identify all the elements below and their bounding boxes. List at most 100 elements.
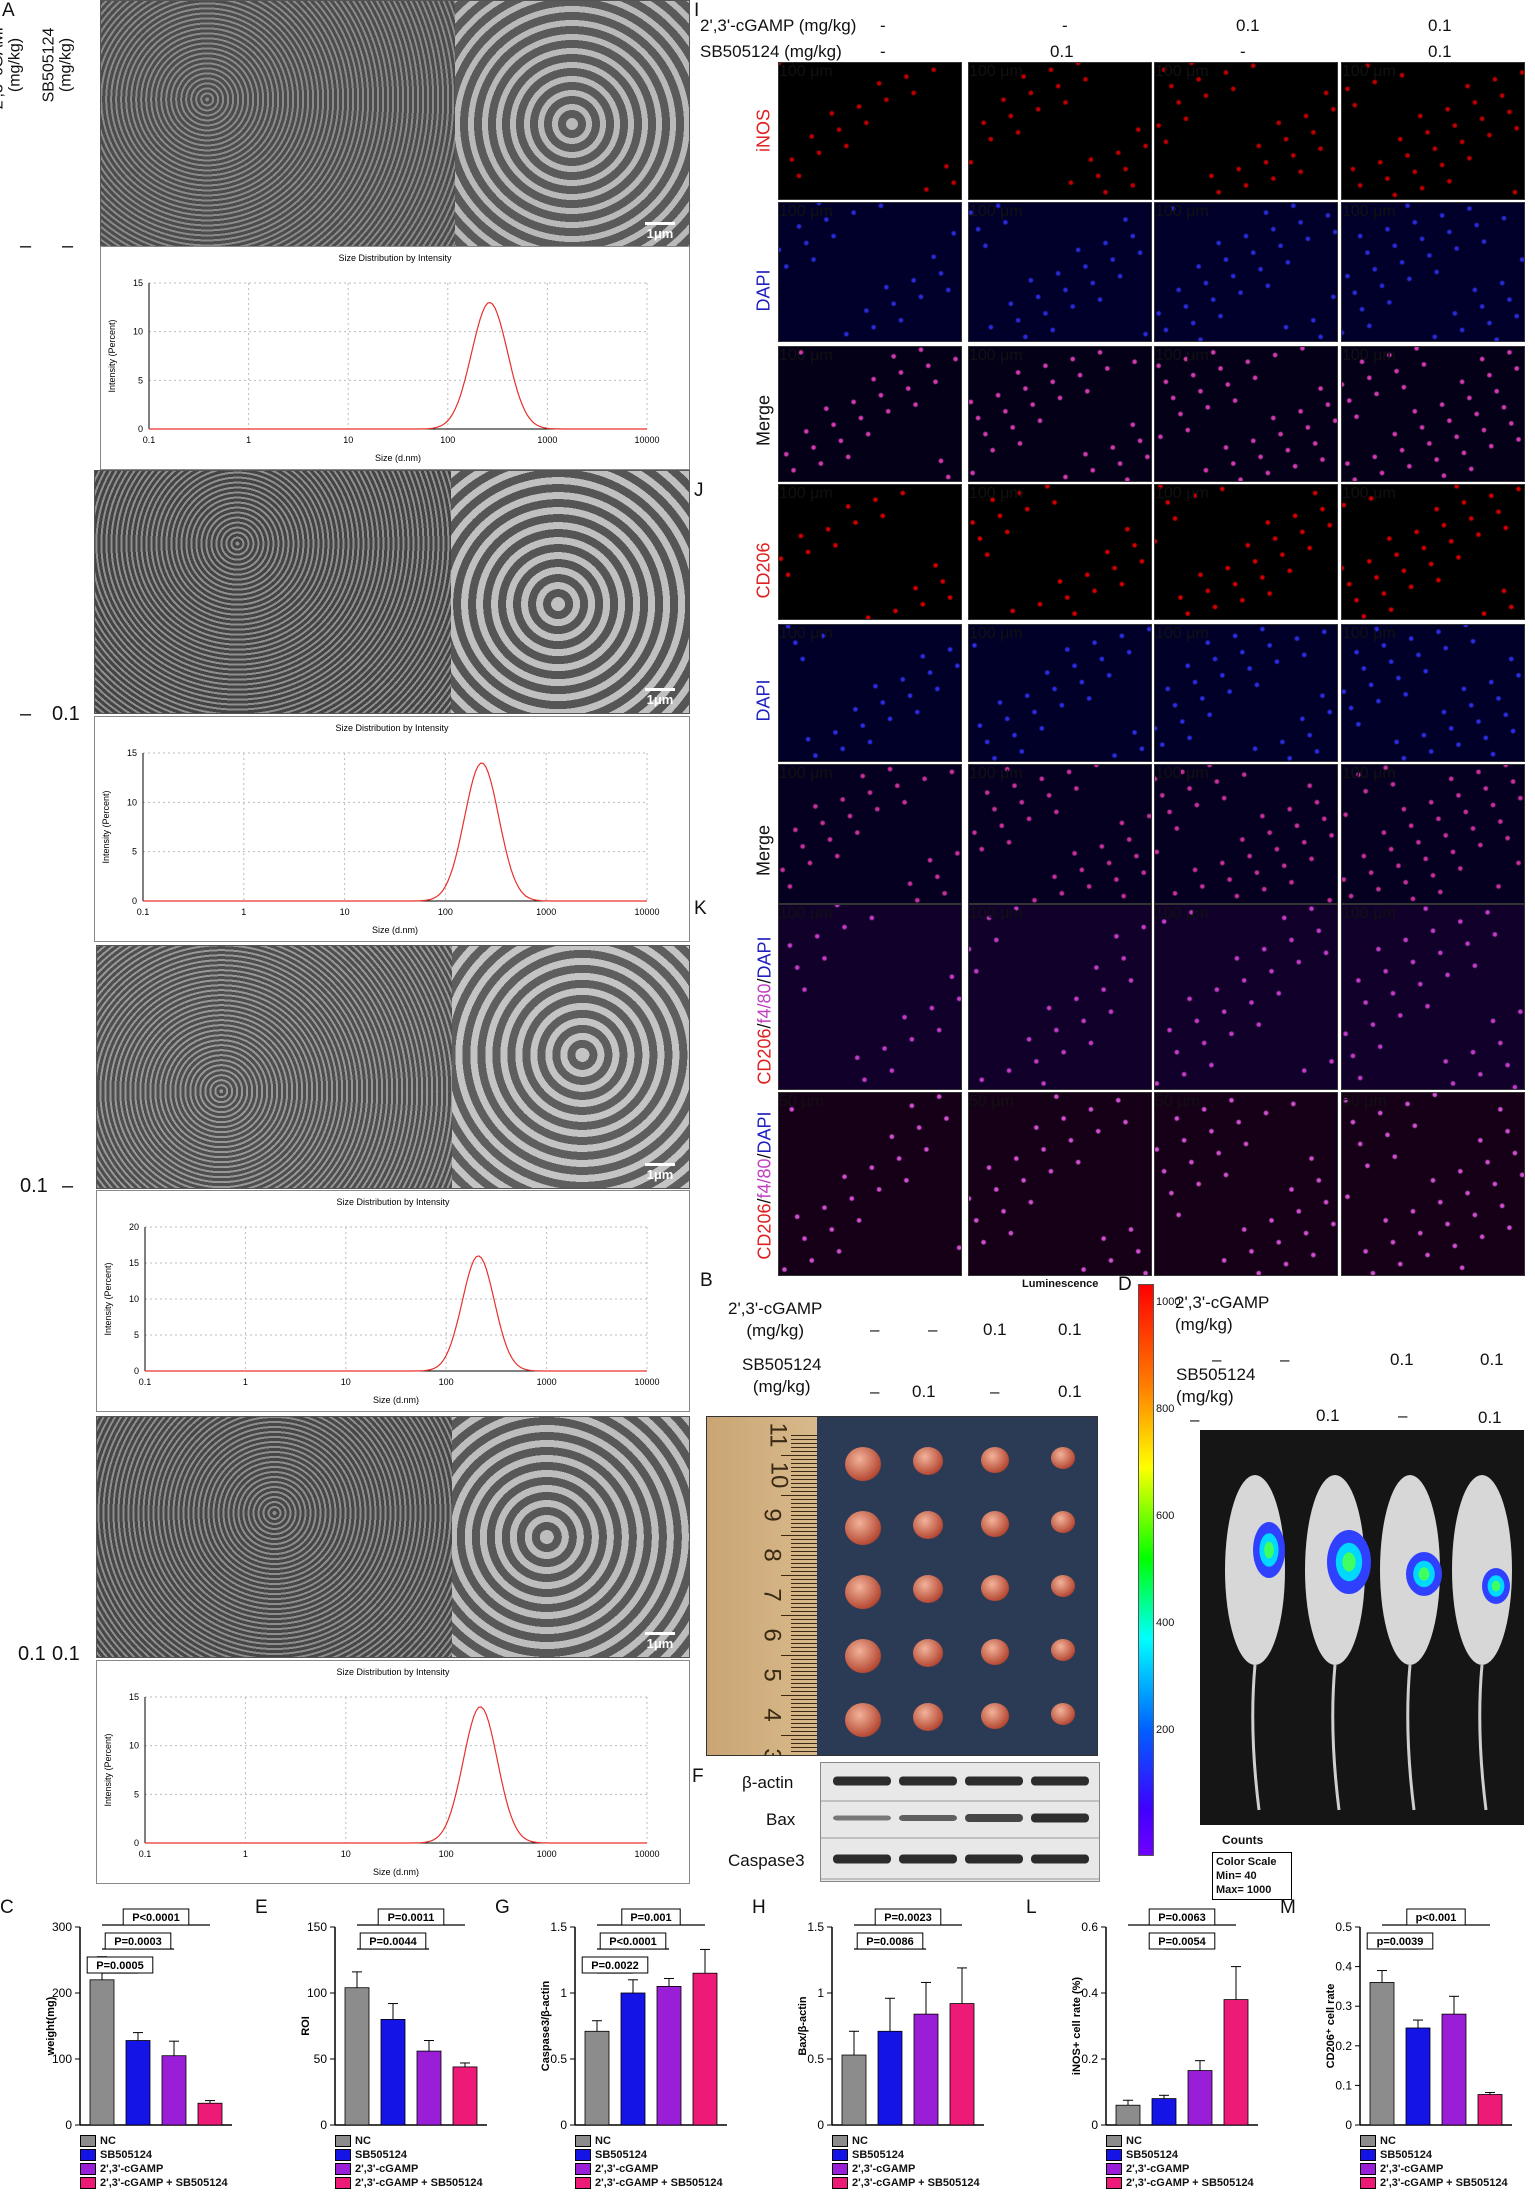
ruler-tick: [791, 1475, 817, 1476]
fluorescence-image: 100 μm: [1154, 62, 1338, 200]
ruler-number: 8: [758, 1548, 786, 1562]
ruler-tick: [791, 1515, 817, 1516]
p-value-box: [86, 1956, 154, 1974]
legend-item: NC: [1360, 2135, 1396, 2147]
luminescence-signal: [1418, 1567, 1430, 1581]
scale-bar-label: 100 μm: [969, 905, 1023, 922]
luminescence-signal: [1491, 1580, 1501, 1592]
dls-curve: [149, 301, 647, 430]
b-sb-label: SB505124 (mg/kg): [742, 1355, 822, 1396]
p-value-box: [581, 1956, 649, 1974]
bar-chart-e: 0 50 100 150 ROI P=0.0011 P=0.0044: [300, 1908, 487, 2132]
legend-swatch: [335, 2177, 351, 2189]
y-tick-label: 0.5: [1335, 1920, 1352, 1934]
blot-band: [965, 1814, 1023, 1822]
ruler-tick: [791, 1607, 817, 1608]
legend-item: NC: [80, 2135, 116, 2147]
y-tick-label: 100: [307, 1986, 327, 2000]
bar: [344, 1987, 370, 2126]
dls-xtick: 10000: [634, 1377, 659, 1387]
b-sb-val-2: 0.1: [912, 1382, 936, 1401]
p-value-label: P=0.0086: [866, 1936, 913, 1948]
f-band-label-bax: Bax: [766, 1810, 796, 1829]
legend-label: SB505124: [852, 2149, 904, 2161]
fluorescence-image: 100 μm: [968, 484, 1152, 620]
ruler-tick: [791, 1643, 817, 1644]
blot-band: [833, 1776, 891, 1786]
ruler-tick: [791, 1739, 817, 1740]
ruler-tick: [791, 1659, 817, 1660]
legend-swatch: [335, 2135, 351, 2147]
dls-xlabel: Size (d.nm): [373, 1395, 419, 1405]
fluorescence-image: 100 μm: [968, 764, 1152, 904]
legend-item: 2',3'-cGAMP + SB505124: [1360, 2177, 1508, 2189]
bar: [89, 1979, 115, 2126]
a-row3-sb: –: [62, 1175, 74, 1197]
ruler-number: 7: [758, 1588, 786, 1602]
ruler-tick: [791, 1731, 817, 1732]
mouse-body: [1452, 1475, 1512, 1665]
bar: [913, 2013, 939, 2126]
ruler-tick: [791, 1555, 817, 1556]
fluorescence-image: 100 μm: [968, 346, 1152, 482]
tumor: [981, 1575, 1009, 1601]
legend-swatch: [832, 2163, 848, 2175]
ruler-tick: [791, 1491, 817, 1492]
panel-label-i: I: [694, 0, 700, 21]
legend-item: NC: [335, 2135, 371, 2147]
tumor: [981, 1511, 1009, 1537]
dls-xtick: 0.1: [139, 1377, 152, 1387]
sem-image-row1: 1μm: [100, 0, 690, 248]
ruler-tick: [791, 1635, 817, 1636]
ruler-tick: [791, 1531, 817, 1532]
legend-item: 2',3'-cGAMP: [1360, 2163, 1443, 2175]
dls-curve: [145, 1255, 647, 1372]
ruler-tick: [781, 1495, 817, 1496]
luminescence-colorbar: [1138, 1284, 1154, 1856]
legend-item: 2',3'-cGAMP: [832, 2163, 915, 2175]
fluorescence-image: 100 μm: [1341, 346, 1525, 482]
panel-label-j: J: [694, 480, 704, 501]
sem-image-row3: 1μm: [96, 945, 690, 1189]
tumor: [913, 1575, 943, 1603]
tumor: [845, 1511, 881, 1545]
ruler-number: 11: [764, 1422, 792, 1448]
ruler-tick: [791, 1527, 817, 1528]
panel-label-f: F: [692, 1766, 704, 1787]
bar: [197, 2102, 223, 2126]
tumor: [913, 1447, 943, 1475]
dls-xtick: 1000: [537, 1377, 557, 1387]
bar: [1187, 2070, 1213, 2126]
ruler-number: 5: [758, 1668, 786, 1682]
ruler-tick: [791, 1639, 817, 1640]
row-label-merge-j: Merge: [753, 824, 774, 877]
tumor: [913, 1703, 943, 1731]
dls-ytick: 0: [138, 424, 143, 434]
tumor: [913, 1639, 943, 1667]
fluorescence-image: 50 μm: [1154, 1092, 1338, 1276]
d-sb-val-3: –: [1398, 1406, 1408, 1425]
tumor-background: [817, 1417, 1097, 1755]
bar: [949, 2003, 975, 2126]
tumor: [981, 1447, 1009, 1473]
legend-label: 2',3'-cGAMP + SB505124: [1380, 2177, 1508, 2189]
dls-plot-row1: Size Distribution by Intensity 0.1 1 10 100 1…: [100, 246, 690, 470]
dls-ytick: 15: [127, 748, 137, 758]
y-tick-label: 150: [307, 1920, 327, 1934]
p-value-box: [359, 1932, 427, 1950]
legend-label: 2',3'-cGAMP: [1126, 2163, 1190, 2175]
f-band-label-casp3: Caspase3: [728, 1851, 805, 1870]
dls-ytick: 15: [129, 1258, 139, 1268]
fluorescence-image: 100 μm: [968, 904, 1152, 1090]
scale-bar-label: 100 μm: [779, 765, 833, 782]
scale-bar-label: 100 μm: [779, 625, 833, 642]
ruler-tick: [791, 1547, 817, 1548]
fluorescence-image: 100 μm: [1154, 764, 1338, 904]
blot-band: [965, 1854, 1023, 1864]
blot-band: [1031, 1776, 1089, 1786]
legend-swatch: [1106, 2177, 1122, 2189]
y-tick-label: 1.5: [807, 1920, 824, 1934]
panel-label-m: M: [1280, 1897, 1296, 1918]
row-label-cd206: CD206: [753, 542, 774, 599]
ruler-tick: [791, 1711, 817, 1712]
